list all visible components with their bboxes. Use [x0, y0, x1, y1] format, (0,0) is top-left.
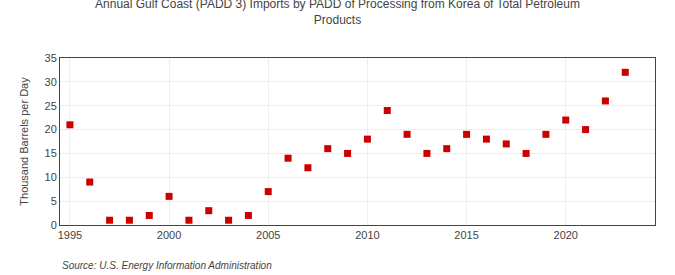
svg-text:2010: 2010 — [355, 229, 379, 241]
svg-text:Thousand Barrels per Day: Thousand Barrels per Day — [18, 77, 30, 206]
svg-text:5: 5 — [51, 195, 57, 207]
svg-text:15: 15 — [45, 147, 57, 159]
svg-text:2020: 2020 — [554, 229, 578, 241]
svg-text:2005: 2005 — [256, 229, 280, 241]
svg-text:Source: U.S. Energy Informatio: Source: U.S. Energy Information Administ… — [62, 260, 272, 271]
svg-text:2015: 2015 — [454, 229, 478, 241]
svg-text:1995: 1995 — [58, 229, 82, 241]
svg-text:Annual Gulf Coast (PADD 3) Imp: Annual Gulf Coast (PADD 3) Imports by PA… — [95, 0, 580, 27]
svg-text:0: 0 — [51, 219, 57, 231]
svg-text:2000: 2000 — [157, 229, 181, 241]
svg-text:10: 10 — [45, 171, 57, 183]
svg-text:25: 25 — [45, 100, 57, 112]
svg-text:30: 30 — [45, 76, 57, 88]
svg-text:20: 20 — [45, 123, 57, 135]
svg-text:35: 35 — [45, 52, 57, 64]
